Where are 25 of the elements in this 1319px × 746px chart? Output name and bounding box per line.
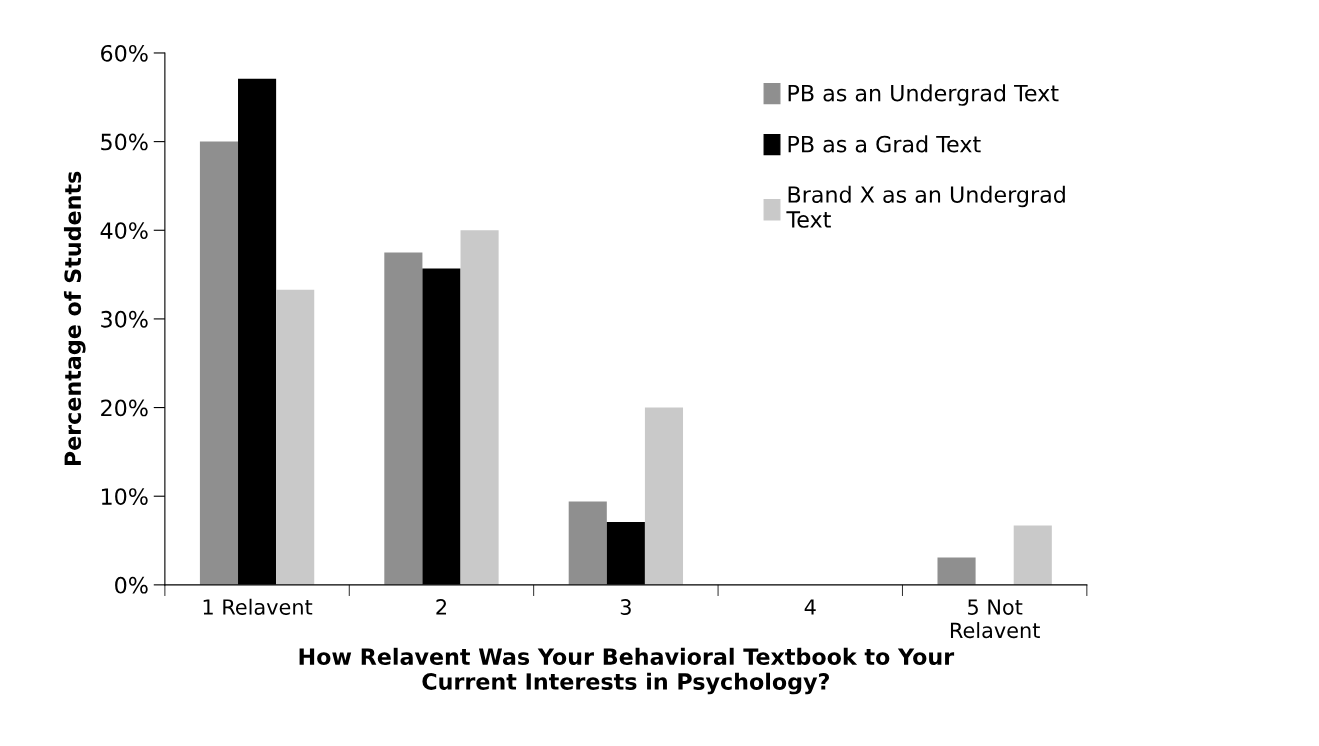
y-tick-label: 60%	[101, 44, 148, 62]
y-axis-title: Percentage of Students	[63, 171, 86, 466]
x-tick-label: 4	[804, 599, 816, 615]
bar	[276, 289, 315, 585]
x-tick-label: 1 Relavent	[203, 598, 313, 615]
legend-label: PB as an Undergrad Text	[788, 84, 1059, 106]
x-tick-label: 2	[436, 599, 447, 615]
y-tick-label: 40%	[100, 222, 148, 240]
bar	[460, 230, 499, 585]
bar	[644, 407, 684, 585]
bar	[384, 252, 423, 585]
y-tick-label: 20%	[101, 399, 148, 417]
y-tick-label: 30%	[101, 310, 148, 328]
legend-label: Brand X as an Undergrad Text	[786, 185, 1065, 228]
x-tick-label: 5 Not Relavent	[950, 599, 1040, 639]
y-tick-label: 50%	[101, 133, 148, 151]
x-tick-label: 3	[620, 599, 631, 615]
x-axis-title: How Relavent Was Your Behavioral Textbook to Your Current Interests in Psychology?	[299, 647, 955, 695]
bar	[937, 557, 976, 585]
legend-label: PB as a Grad Text	[788, 135, 981, 153]
y-tick-label: 0%	[115, 576, 148, 594]
bar	[568, 501, 607, 585]
y-tick-label: 10%	[101, 488, 148, 505]
bar	[1013, 525, 1052, 585]
bar	[199, 141, 239, 585]
